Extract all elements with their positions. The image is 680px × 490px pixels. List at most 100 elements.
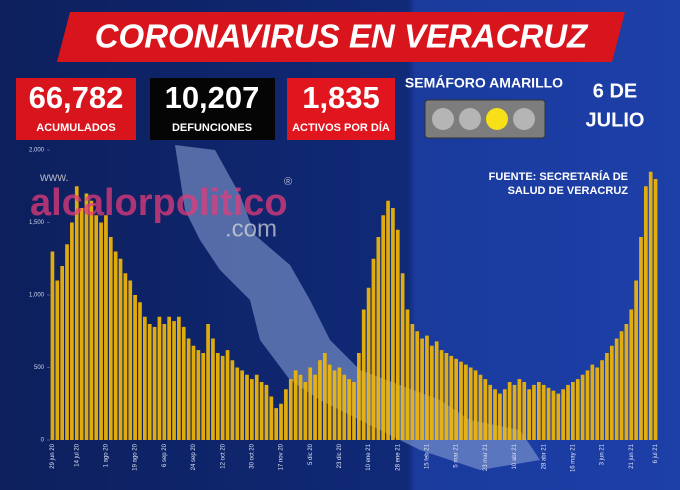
bar bbox=[551, 390, 556, 440]
bar bbox=[410, 324, 415, 440]
x-tick-label: 15 feb 21 bbox=[425, 443, 431, 469]
bar bbox=[55, 280, 60, 440]
bar bbox=[108, 237, 113, 440]
x-tick-label: 10 abr 21 bbox=[512, 443, 518, 469]
x-tick-label: 28 ene 21 bbox=[395, 443, 401, 470]
bar bbox=[488, 384, 493, 440]
bar bbox=[571, 382, 575, 440]
bar bbox=[366, 287, 371, 440]
bar bbox=[512, 384, 517, 440]
title-banner bbox=[57, 12, 625, 62]
bar bbox=[230, 360, 235, 440]
bar bbox=[648, 171, 653, 440]
date: 6 DE bbox=[593, 80, 637, 102]
x-tick-label: 29 jun 20 bbox=[50, 443, 56, 468]
light bbox=[513, 108, 535, 130]
stat-value: 1,835 bbox=[302, 80, 380, 115]
y-tick-label: 500 bbox=[34, 365, 45, 371]
bar bbox=[444, 353, 449, 440]
bar bbox=[439, 350, 444, 440]
bar bbox=[386, 200, 390, 440]
stat-value: 66,782 bbox=[29, 80, 124, 115]
bar bbox=[235, 367, 240, 440]
x-tick-label: 23 mar 21 bbox=[483, 443, 489, 471]
bar bbox=[454, 358, 458, 440]
bar bbox=[347, 379, 351, 440]
x-tick-label: 5 mar 21 bbox=[454, 443, 460, 467]
bar bbox=[152, 326, 157, 440]
x-tick-label: 10 ene 21 bbox=[366, 443, 372, 470]
bar bbox=[400, 273, 405, 440]
bar bbox=[575, 379, 580, 440]
bar bbox=[585, 370, 590, 440]
bar bbox=[361, 309, 366, 440]
bar bbox=[566, 384, 570, 440]
bar bbox=[532, 384, 536, 440]
bar bbox=[142, 316, 147, 440]
bar bbox=[322, 353, 327, 440]
x-tick-label: 5 dic 20 bbox=[308, 443, 314, 465]
source: SALUD DE VERACRUZ bbox=[508, 185, 629, 197]
bar bbox=[181, 326, 186, 440]
bar bbox=[250, 379, 254, 440]
x-tick-label: 24 sep 20 bbox=[191, 443, 197, 470]
bar bbox=[536, 382, 541, 440]
traffic-light bbox=[424, 99, 546, 139]
stat-label: DEFUNCIONES bbox=[172, 122, 252, 134]
bar bbox=[167, 316, 172, 440]
x-tick-label: 6 sep 20 bbox=[162, 443, 168, 467]
stat-value: 10,207 bbox=[165, 80, 260, 115]
bar bbox=[483, 379, 488, 440]
bar bbox=[70, 222, 74, 440]
watermark: alcalorpolitico bbox=[30, 182, 288, 224]
y-tick-label: 1,000 bbox=[29, 293, 45, 299]
bar bbox=[478, 374, 483, 440]
bar bbox=[653, 179, 658, 440]
bar bbox=[211, 338, 215, 440]
bar bbox=[318, 360, 322, 440]
bar bbox=[220, 355, 225, 440]
date: JULIO bbox=[586, 109, 645, 131]
bar bbox=[177, 316, 181, 440]
bar bbox=[556, 393, 561, 440]
bar bbox=[395, 229, 400, 440]
bar bbox=[196, 350, 201, 440]
bar bbox=[468, 367, 473, 440]
bar bbox=[240, 370, 244, 440]
bar bbox=[546, 387, 551, 440]
bar bbox=[245, 374, 249, 440]
bar bbox=[605, 353, 609, 440]
bar bbox=[609, 345, 614, 440]
bar bbox=[327, 364, 332, 440]
bar bbox=[357, 353, 361, 440]
stat-label: ACUMULADOS bbox=[36, 122, 115, 134]
x-tick-label: 17 nov 20 bbox=[279, 443, 285, 470]
bar bbox=[138, 302, 142, 440]
x-tick-label: 23 dic 20 bbox=[337, 443, 343, 468]
bar bbox=[634, 280, 638, 440]
x-tick-label: 16 may 21 bbox=[570, 443, 576, 472]
stat-card bbox=[287, 78, 395, 140]
bar bbox=[517, 379, 522, 440]
x-tick-label: 12 oct 20 bbox=[220, 443, 226, 468]
bar bbox=[104, 215, 108, 440]
x-tick-label: 21 jun 21 bbox=[629, 443, 635, 468]
x-tick-label: 3 jun 21 bbox=[600, 443, 606, 465]
bar bbox=[643, 186, 648, 440]
bar bbox=[580, 374, 585, 440]
bar bbox=[522, 382, 527, 440]
bar bbox=[50, 251, 55, 440]
bar bbox=[60, 266, 65, 440]
x-tick-label: 30 oct 20 bbox=[249, 443, 255, 468]
bar bbox=[118, 258, 123, 440]
bar bbox=[191, 345, 196, 440]
bar bbox=[561, 389, 566, 440]
bar bbox=[201, 353, 206, 440]
x-tick-label: 28 abr 21 bbox=[541, 443, 547, 469]
bar bbox=[502, 389, 507, 440]
bar bbox=[89, 200, 94, 440]
source: FUENTE: SECRETARÍA DE bbox=[489, 170, 628, 183]
bar bbox=[352, 382, 356, 440]
bar bbox=[415, 331, 420, 440]
bar bbox=[288, 379, 293, 440]
